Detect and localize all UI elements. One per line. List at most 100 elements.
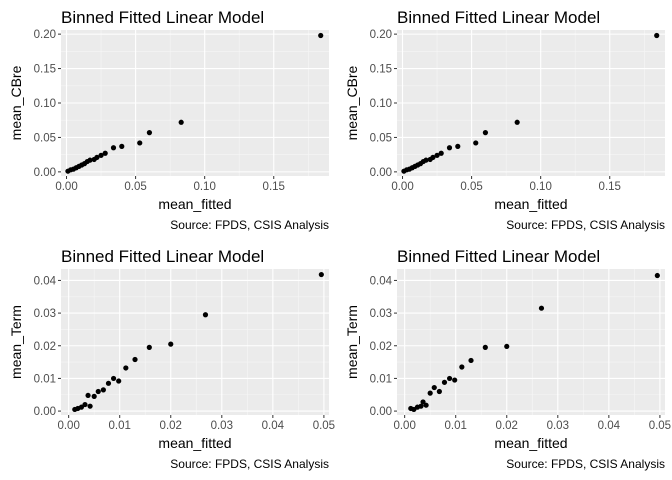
x-axis-label: mean_fitted [158, 435, 231, 451]
data-point [434, 152, 440, 158]
y-tick-label: 0.00 [370, 167, 392, 179]
y-tick-label: 0.20 [34, 29, 56, 41]
chart-title: Binned Fitted Linear Model [397, 247, 600, 266]
source-caption: Source: FPDS, CSIS Analysis [170, 218, 329, 232]
data-point [318, 32, 324, 39]
data-point [654, 32, 660, 39]
data-point [654, 272, 660, 279]
data-point [105, 380, 112, 386]
data-point [137, 140, 143, 146]
x-axis-label: mean_fitted [158, 196, 231, 212]
y-axis-label: mean_Term [8, 305, 24, 379]
x-tick-label: 0.02 [496, 420, 518, 432]
minor-gridlines [397, 269, 665, 415]
x-axis-ticks: 0.00 0.05 0.10 0.15 [55, 176, 285, 193]
data-point [110, 145, 117, 151]
data-point [514, 119, 520, 125]
plot-background [397, 269, 665, 415]
source-caption: Source: FPDS, CSIS Analysis [506, 457, 665, 471]
chart-panel-bottom-left: Binned Fitted Linear Model 0.00 0.01 0.02 0… [8, 247, 335, 471]
data-point [123, 365, 129, 371]
chart-title: Binned Fitted Linear Model [397, 8, 600, 27]
x-axis-ticks: 0.00 0.05 0.10 0.15 [391, 176, 621, 193]
data-point [431, 384, 437, 391]
data-point [504, 343, 510, 350]
x-tick-label: 0.01 [445, 420, 467, 432]
data-point [94, 154, 100, 161]
x-tick-label: 0.15 [263, 181, 285, 193]
x-tick-label: 0.04 [262, 420, 285, 432]
y-tick-label: 0.15 [34, 64, 56, 76]
y-tick-label: 0.00 [370, 406, 392, 418]
data-points [401, 32, 660, 174]
data-point [420, 399, 426, 405]
x-tick-label: 0.02 [160, 420, 182, 432]
data-point [110, 375, 117, 382]
data-point [178, 119, 184, 125]
minor-gridlines [61, 269, 329, 415]
y-tick-label: 0.10 [34, 98, 56, 110]
data-points [72, 271, 324, 413]
x-tick-label: 0.00 [57, 420, 79, 432]
data-point [446, 375, 453, 382]
y-tick-label: 0.03 [34, 308, 56, 320]
data-point [318, 271, 324, 278]
data-point [427, 390, 433, 396]
y-tick-label: 0.10 [370, 98, 392, 110]
y-tick-label: 0.01 [34, 373, 56, 385]
y-tick-label: 0.05 [370, 132, 392, 144]
x-tick-label: 0.03 [547, 420, 569, 432]
x-tick-label: 0.00 [55, 181, 77, 193]
data-point [468, 357, 474, 364]
major-gridlines [61, 269, 329, 415]
data-points [65, 32, 324, 174]
data-point [78, 404, 85, 410]
major-gridlines [397, 269, 665, 415]
data-point [482, 344, 488, 350]
x-axis-label: mean_fitted [494, 435, 567, 451]
data-point [538, 305, 545, 311]
y-axis-ticks: 0.00 0.05 0.10 0.15 0.20 [370, 29, 397, 179]
chart-panel-top-left: Binned Fitted Linear Model 0.00 0.05 0.10 0… [8, 8, 329, 232]
x-tick-label: 0.00 [393, 420, 415, 432]
data-point [459, 364, 465, 370]
y-tick-label: 0.00 [34, 167, 56, 179]
y-tick-label: 0.05 [34, 132, 56, 144]
data-point [91, 393, 97, 399]
data-point [119, 143, 125, 149]
y-tick-label: 0.20 [370, 29, 392, 41]
y-axis-label: mean_Term [344, 305, 360, 379]
y-tick-label: 0.02 [34, 341, 56, 353]
data-point [446, 145, 453, 151]
data-point [87, 157, 93, 163]
chart-panel-bottom-right: Binned Fitted Linear Model 0.00 0.01 0.02 0… [344, 247, 671, 471]
data-points [408, 272, 660, 413]
x-tick-label: 0.05 [313, 420, 335, 432]
y-tick-label: 0.02 [370, 341, 392, 353]
x-tick-label: 0.05 [649, 420, 671, 432]
chart-panel-top-right: Binned Fitted Linear Model 0.00 0.05 0.10 0… [344, 8, 665, 232]
data-point [436, 388, 442, 395]
major-gridlines [397, 30, 665, 176]
x-tick-label: 0.01 [109, 420, 131, 432]
x-tick-label: 0.15 [599, 181, 621, 193]
data-point [146, 130, 153, 136]
y-tick-label: 0.01 [370, 373, 392, 385]
data-point [132, 356, 138, 363]
chart-title: Binned Fitted Linear Model [61, 247, 264, 266]
y-tick-label: 0.04 [370, 275, 393, 287]
data-point [455, 143, 461, 149]
y-axis-ticks: 0.00 0.01 0.02 0.03 0.04 [370, 275, 397, 418]
data-point [202, 312, 209, 318]
data-point [482, 130, 489, 136]
y-axis-label: mean_CBre [344, 65, 360, 140]
data-point [473, 140, 479, 146]
x-tick-label: 0.00 [391, 181, 413, 193]
x-axis-ticks: 0.00 0.01 0.02 0.03 0.04 0.05 [393, 415, 671, 432]
data-point [452, 377, 458, 383]
data-point [418, 403, 424, 409]
data-point [82, 401, 88, 408]
x-tick-label: 0.05 [460, 181, 482, 193]
source-caption: Source: FPDS, CSIS Analysis [170, 457, 329, 471]
chart-title: Binned Fitted Linear Model [61, 8, 264, 27]
